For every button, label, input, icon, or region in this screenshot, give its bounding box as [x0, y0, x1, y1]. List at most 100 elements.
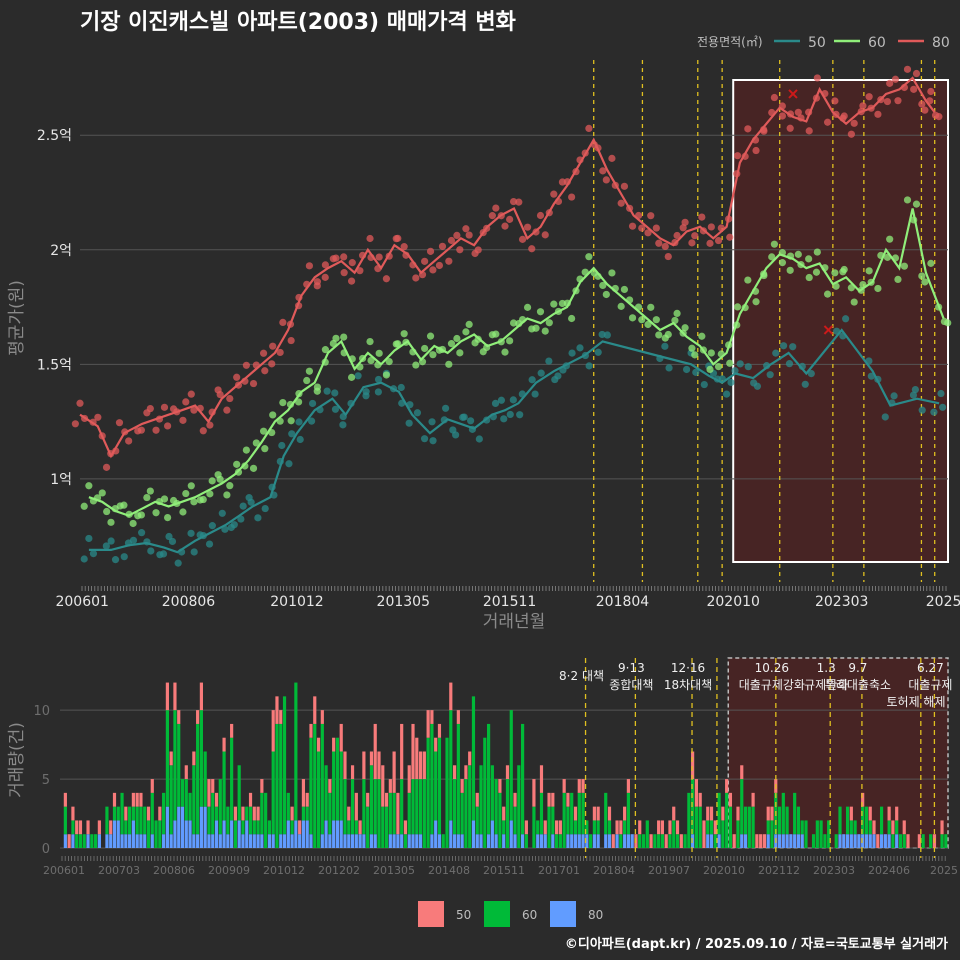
series-60-point	[691, 351, 699, 359]
bar-60	[781, 792, 785, 835]
series-80-point	[541, 231, 549, 239]
bar-50	[577, 779, 581, 793]
bar-50	[675, 820, 680, 835]
series-60-point	[501, 348, 509, 356]
bar-80	[260, 834, 264, 848]
bar-50	[214, 792, 219, 807]
series-80-point	[883, 97, 892, 106]
bar-50	[309, 723, 313, 738]
bar-50	[316, 737, 321, 752]
series-80-point	[268, 360, 276, 368]
series-60-point	[252, 439, 260, 447]
bar-50	[192, 751, 196, 766]
bar-80	[214, 820, 219, 848]
series-60-point	[146, 487, 154, 495]
bar-60	[445, 737, 449, 848]
bar-80	[86, 834, 90, 848]
series-80-point	[456, 246, 464, 254]
series-80-point	[536, 211, 545, 220]
bar-80	[207, 834, 211, 848]
bar-80	[551, 834, 555, 848]
series-60-point	[447, 340, 456, 348]
bar-50	[430, 710, 434, 724]
bar-y-tick: 10	[33, 704, 50, 719]
bar-50	[698, 792, 702, 807]
series-60-point	[295, 398, 303, 406]
policy-label: 대출규제	[908, 678, 952, 692]
bar-80	[868, 834, 872, 848]
bar-60	[725, 792, 729, 848]
bar-50	[872, 820, 876, 835]
bar-60	[196, 723, 200, 835]
series-50-point	[374, 375, 383, 384]
bar-60	[188, 792, 192, 821]
series-60-point	[445, 360, 453, 368]
x-tick-label: 202010	[706, 594, 759, 610]
series-50-point	[159, 550, 168, 558]
bar-60	[199, 710, 203, 807]
bar-50	[184, 765, 188, 780]
series-60-point	[305, 367, 314, 375]
bar-60	[879, 806, 884, 835]
series-80-point	[366, 234, 374, 243]
series-80-point	[714, 236, 723, 245]
bar-x-tick-label: 200806	[153, 864, 195, 877]
series-60-point	[509, 319, 518, 327]
series-60-point	[269, 411, 277, 419]
bar-50	[369, 751, 374, 766]
bar-x-tick-label: 200909	[208, 864, 250, 877]
series-50-point	[397, 383, 405, 392]
series-50-point	[147, 547, 155, 555]
bar-60	[471, 696, 476, 821]
bar-50	[679, 834, 683, 848]
bar-80	[309, 834, 313, 848]
policy-label: 10.26	[755, 661, 789, 675]
bar-80	[199, 806, 203, 848]
bar-50	[377, 751, 381, 780]
series-60-point	[182, 489, 190, 498]
bar-60	[366, 806, 370, 848]
bar-60	[770, 820, 774, 848]
bar-50	[940, 820, 944, 835]
footer-credit: ©디아파트(dapt.kr) / 2025.09.10 / 자료=국토교통부 실…	[565, 936, 948, 952]
policy-label: 9.7	[848, 661, 867, 675]
bar-50	[460, 779, 464, 793]
bar-80	[192, 834, 196, 848]
series-60-point	[85, 482, 93, 490]
bar-50	[868, 806, 872, 821]
x-axis-title: 거래년월	[483, 612, 546, 632]
series-60-point	[831, 269, 839, 277]
bar-50	[388, 779, 392, 793]
bar-50	[290, 806, 294, 821]
bar-60	[891, 834, 895, 848]
series-50-point	[190, 548, 198, 556]
bar-50	[755, 834, 759, 848]
bar-50	[562, 779, 566, 793]
bar-50	[169, 751, 173, 766]
bar-80	[456, 834, 460, 848]
bar-60	[264, 792, 268, 848]
series-50-point	[205, 540, 214, 548]
series-60-point	[900, 262, 908, 270]
bar-60	[309, 737, 313, 835]
series-80-point	[620, 182, 629, 190]
bar-50	[328, 779, 332, 793]
bar-60	[384, 806, 389, 848]
bar-50	[332, 737, 336, 752]
bar-50	[350, 765, 355, 780]
series-50-point	[585, 362, 593, 370]
series-80-point	[242, 361, 250, 369]
bar-50	[623, 806, 627, 821]
bar-60	[558, 834, 562, 848]
bar-60	[604, 792, 608, 835]
bar-80	[143, 834, 147, 848]
series-60-point	[313, 387, 321, 395]
series-60-point	[794, 250, 802, 258]
bar-50	[339, 723, 343, 752]
bar-y-axis-title: 거래량(건)	[7, 722, 27, 798]
bar-60	[683, 834, 687, 848]
bar-50	[109, 820, 113, 835]
legend-label-60: 60	[868, 35, 886, 51]
series-60-point	[628, 314, 637, 322]
bar-60	[566, 806, 570, 835]
